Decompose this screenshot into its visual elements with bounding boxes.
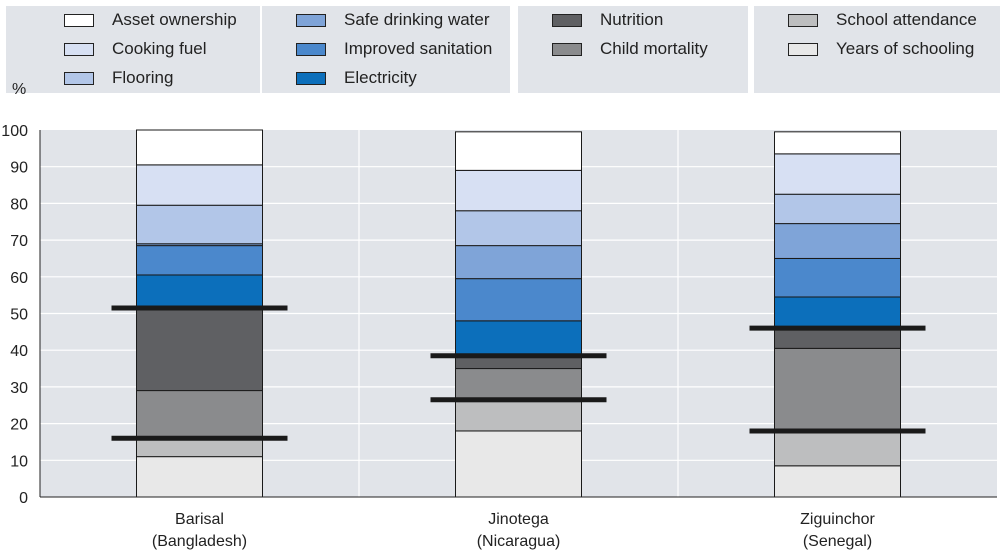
y-tick-label: 50 <box>10 307 28 324</box>
x-tick-label-sub: (Senegal) <box>803 533 872 550</box>
legend-swatch <box>296 71 326 85</box>
legend-label: Years of schooling <box>836 39 975 58</box>
legend-swatch <box>552 13 582 27</box>
bar-segment-flooring <box>136 204 263 245</box>
legend-swatch <box>788 13 818 27</box>
legend-group: Safe drinking water Improved sanitation El… <box>262 6 510 93</box>
x-tick-label: Ziguinchor <box>800 511 875 528</box>
legend-label: Safe drinking water <box>344 10 490 29</box>
legend-label: Cooking fuel <box>112 39 207 58</box>
legend-label: Flooring <box>112 68 174 87</box>
bar-segment-school-attendance <box>774 432 901 467</box>
legend-group: Asset ownership Cooking fuel Flooring <box>6 6 260 93</box>
x-tick-label: Jinotega <box>488 511 549 528</box>
bar-segment-safe-drinking-water <box>455 245 582 280</box>
legend-item-safe-drinking-water: Safe drinking water <box>296 10 490 30</box>
x-tick-label: Barisal <box>175 511 224 528</box>
bar-segment-child-mortality <box>136 390 263 439</box>
bar-segment-improved-sanitation <box>774 257 901 298</box>
bar-segment-child-mortality <box>455 368 582 403</box>
bar-segment-electricity <box>774 296 901 331</box>
bar-segment-child-mortality <box>774 347 901 434</box>
y-tick-label: 60 <box>10 270 28 287</box>
legend-swatch <box>296 13 326 27</box>
legend-item-nutrition: Nutrition <box>552 10 663 30</box>
bar-segment-nutrition <box>136 309 263 392</box>
bar-segment-cooking-fuel <box>774 153 901 195</box>
y-tick-label: 100 <box>1 123 28 140</box>
bar-segment-safe-drinking-water <box>774 223 901 259</box>
bar-segment-electricity <box>455 320 582 359</box>
legend-swatch <box>64 42 94 56</box>
bar-segment-nutrition <box>455 357 582 370</box>
y-tick-label: 30 <box>10 380 28 397</box>
legend-item-years-of-schooling: Years of schooling <box>788 39 974 59</box>
legend-item-improved-sanitation: Improved sanitation <box>296 39 492 59</box>
legend-group: Nutrition Child mortality <box>518 6 748 93</box>
legend-swatch <box>552 42 582 56</box>
x-tick-label-sub: (Nicaragua) <box>477 533 561 550</box>
legend-swatch <box>788 42 818 56</box>
bar-segment-nutrition <box>774 329 901 349</box>
legend-item-asset-ownership: Asset ownership <box>64 10 237 30</box>
y-tick-label: 70 <box>10 233 28 250</box>
x-tick-label-sub: (Bangladesh) <box>152 533 247 550</box>
y-tick-label: 40 <box>10 343 28 360</box>
bar-segment-improved-sanitation <box>136 245 263 276</box>
legend-item-child-mortality: Child mortality <box>552 39 708 59</box>
bar-segment-asset-ownership <box>774 131 901 155</box>
legend-swatch <box>64 71 94 85</box>
legend-label: Improved sanitation <box>344 39 493 58</box>
bar-segment-flooring <box>774 193 901 225</box>
y-tick-label: 0 <box>19 490 28 507</box>
legend-item-electricity: Electricity <box>296 68 417 88</box>
bar-segment-years-of-schooling <box>136 456 263 498</box>
legend-item-cooking-fuel: Cooking fuel <box>64 39 207 59</box>
bar-segment-asset-ownership <box>136 129 263 166</box>
legend-group: School attendance Years of schooling <box>754 6 1000 93</box>
y-tick-label: 20 <box>10 417 28 434</box>
y-tick-label: 10 <box>10 453 28 470</box>
bar-segment-school-attendance <box>455 401 582 432</box>
legend-label: Electricity <box>344 68 417 87</box>
bar-segment-asset-ownership <box>455 131 582 171</box>
legend-swatch <box>296 42 326 56</box>
legend-item-school-attendance: School attendance <box>788 10 977 30</box>
legend-label: Child mortality <box>600 39 708 58</box>
legend-item-flooring: Flooring <box>64 68 173 88</box>
legend-swatch <box>64 13 94 27</box>
bar-segment-years-of-schooling <box>455 430 582 498</box>
y-tick-label: 80 <box>10 196 28 213</box>
bar-segment-cooking-fuel <box>136 164 263 206</box>
y-tick-label: 90 <box>10 160 28 177</box>
bar-segment-improved-sanitation <box>455 278 582 322</box>
bar-segment-cooking-fuel <box>455 169 582 212</box>
legend-label: School attendance <box>836 10 977 29</box>
legend-label: Nutrition <box>600 10 664 29</box>
bar-segment-years-of-schooling <box>774 465 901 498</box>
bar-segment-flooring <box>455 210 582 247</box>
legend-label: Asset ownership <box>112 10 237 29</box>
y-axis-label: % <box>12 81 26 98</box>
bar-segment-electricity <box>136 274 263 311</box>
bar-segment-school-attendance <box>136 437 263 458</box>
